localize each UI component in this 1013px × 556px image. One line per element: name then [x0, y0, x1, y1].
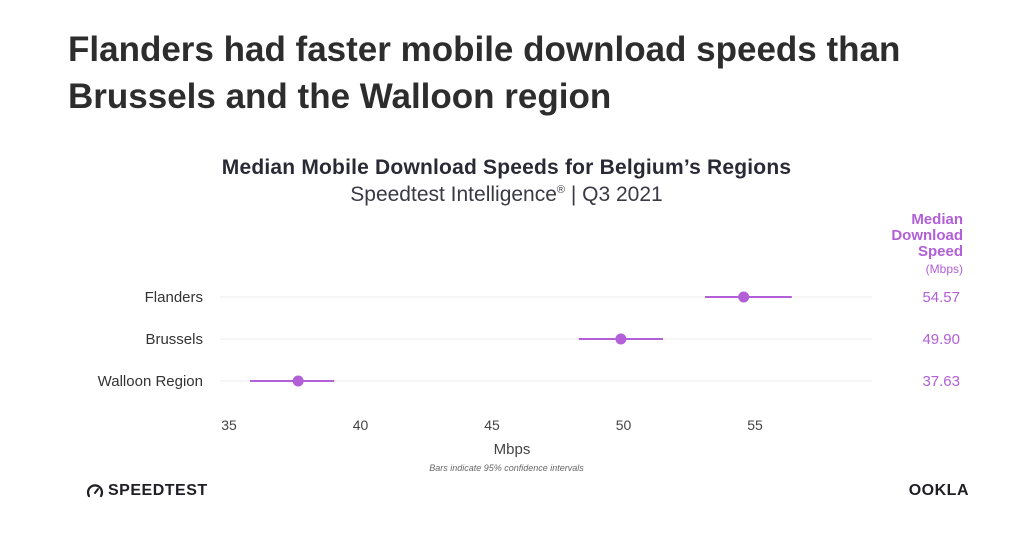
chart-footnote: Bars indicate 95% confidence intervals [429, 463, 584, 473]
category-label: Brussels [145, 331, 203, 348]
category-label: Flanders [145, 289, 203, 306]
x-tick-label: 55 [747, 417, 763, 433]
category-label: Walloon Region [98, 373, 203, 390]
chart-title: Median Mobile Download Speeds for Belgiu… [221, 156, 792, 179]
speedtest-logo: SPEEDTEST [86, 482, 208, 500]
ookla-logo: OOKLA [908, 482, 969, 499]
x-tick-label: 45 [484, 417, 500, 433]
value-label: 49.90 [922, 331, 960, 348]
speedtest-logo-text: SPEEDTEST [108, 482, 208, 499]
x-tick-label: 35 [221, 417, 237, 433]
registered-mark: ® [556, 184, 566, 196]
value-column-unit: (Mbps) [925, 262, 963, 276]
chart-subtitle-source: Speedtest Intelligence [350, 183, 557, 206]
value-column-header-line-1: Median [911, 211, 963, 228]
value-column-header-line-3: Speed [917, 243, 963, 260]
chart-subtitle-period: | Q3 2021 [565, 183, 663, 206]
median-point [615, 333, 627, 345]
median-point [738, 291, 750, 303]
page-headline: Flanders had faster mobile download spee… [68, 30, 901, 116]
chart-subtitle: Speedtest Intelligence® | Q3 2021 [0, 183, 1013, 207]
value-column-header-line-2: Download [891, 227, 963, 244]
x-axis-label: Mbps [494, 441, 531, 458]
x-tick-label: 40 [353, 417, 369, 433]
x-tick-label: 50 [616, 417, 632, 433]
speedometer-icon [86, 484, 104, 498]
median-point [292, 375, 304, 387]
value-label: 37.63 [922, 373, 960, 390]
value-column-header: Median Download Speed [891, 212, 963, 260]
value-label: 54.57 [922, 289, 960, 306]
